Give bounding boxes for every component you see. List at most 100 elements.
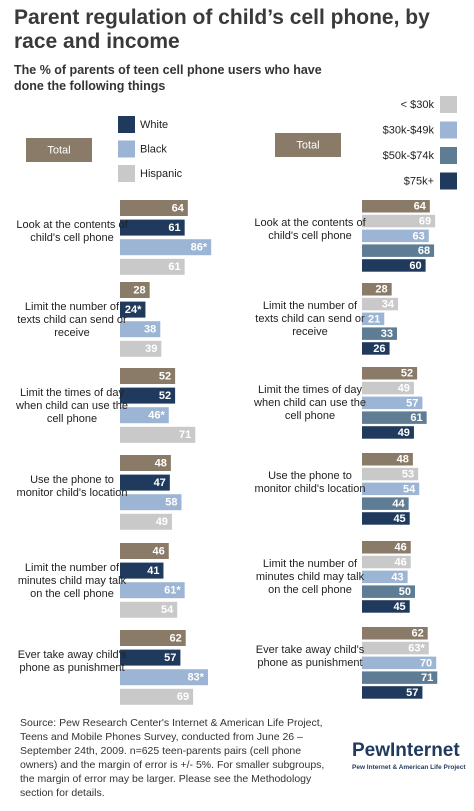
legend-swatch: [118, 165, 135, 182]
category-label: Use the phone to monitor child's locatio…: [254, 470, 366, 495]
category-label: Limit the number of minutes child may ta…: [17, 562, 127, 601]
bar: [120, 669, 208, 686]
data-label: 71: [179, 429, 191, 441]
bar: [362, 411, 427, 424]
bar: [362, 244, 435, 257]
bar: [120, 688, 194, 705]
subtitle: The % of parents of teen cell phone user…: [14, 63, 322, 93]
bar: [362, 214, 436, 228]
bar: [362, 600, 410, 613]
bar: [362, 200, 430, 213]
data-label: 28: [375, 284, 387, 296]
data-label: 54: [161, 604, 174, 616]
data-label: 68: [418, 245, 430, 257]
data-label: 54: [403, 483, 416, 495]
bar: [362, 367, 418, 380]
category-label: Limit the number of minutes child may ta…: [255, 558, 365, 596]
bar: [362, 686, 423, 699]
bar: [120, 219, 185, 236]
data-label: 47: [154, 477, 166, 489]
bar: [120, 543, 169, 559]
bar: [120, 601, 178, 618]
bar: [362, 497, 409, 510]
data-label: 71: [421, 672, 433, 684]
legend-swatch: [440, 172, 457, 190]
data-label: 48: [155, 457, 167, 469]
bar: [120, 513, 172, 530]
bar: [362, 671, 438, 684]
bar: [120, 321, 161, 338]
data-label: 38: [144, 324, 156, 336]
bar: [120, 368, 176, 384]
bar: [362, 396, 423, 410]
data-label: 41: [147, 565, 159, 577]
bar: [120, 282, 150, 298]
bar: [362, 312, 385, 326]
data-label: 61*: [164, 585, 181, 597]
data-label: 34: [382, 298, 395, 310]
data-label: 52: [159, 390, 171, 402]
legend-swatch: [26, 138, 92, 162]
bar: [362, 453, 413, 466]
legend-label: $30k-$49k: [383, 124, 435, 136]
data-label: 61: [410, 412, 422, 424]
data-label: 64: [172, 202, 185, 214]
legend-swatch: [118, 140, 135, 158]
legend-label: Black: [140, 143, 167, 155]
bar: [120, 455, 171, 471]
data-label: 46: [153, 545, 165, 557]
bar: [362, 641, 429, 655]
bar: [120, 649, 181, 666]
bar: [362, 570, 408, 584]
bar: [362, 327, 397, 340]
data-label: 43: [391, 571, 403, 583]
data-label: 49: [398, 427, 410, 439]
data-label: 63: [413, 230, 425, 242]
legend-swatch: [440, 147, 457, 164]
category-label: Look at the contents of child's cell pho…: [16, 219, 128, 245]
data-label: 48: [397, 454, 409, 466]
data-label: 49: [398, 382, 410, 394]
data-label: 46*: [148, 410, 165, 422]
data-label: 46: [395, 556, 407, 568]
data-label: 39: [145, 343, 157, 355]
bar: [362, 381, 414, 395]
data-label: 63*: [408, 642, 425, 654]
bar: [362, 229, 429, 243]
bar: [120, 582, 185, 599]
title: Parent regulation of child’s cell phone,…: [14, 6, 430, 53]
data-label: 45: [393, 513, 405, 525]
data-label: 61: [168, 261, 180, 273]
legend-swatch: [440, 96, 457, 113]
bar: [120, 407, 169, 424]
data-label: 70: [420, 657, 432, 669]
category-label: Limit the number of texts child can send…: [17, 301, 127, 340]
legend-label: White: [140, 119, 168, 131]
data-label: 83*: [187, 672, 204, 684]
category-label: Use the phone to monitor child's locatio…: [16, 474, 128, 500]
legend-label: Total: [47, 144, 70, 156]
data-label: 50: [399, 586, 411, 598]
legend-swatch: [118, 116, 135, 133]
bar: [120, 474, 170, 491]
source-note: Source: Pew Research Center's Internet &…: [20, 717, 325, 799]
logo: PewInternet: [352, 740, 460, 761]
bar: [362, 259, 426, 272]
logo-tagline: Pew Internet & American Life Project: [352, 764, 466, 771]
data-label: 69: [419, 215, 431, 227]
legend-swatch: [275, 133, 341, 157]
category-label: Limit the times of day when child can us…: [254, 384, 366, 422]
data-label: 58: [165, 497, 177, 509]
data-label: 45: [393, 601, 405, 613]
bar: [120, 494, 182, 511]
data-label: 60: [409, 260, 421, 272]
bar: [120, 200, 188, 216]
bar: [362, 297, 399, 311]
data-label: 69: [177, 691, 189, 703]
data-label: 62: [169, 632, 181, 644]
bar: [362, 283, 392, 296]
data-label: 28: [133, 284, 145, 296]
category-label: Ever take away child's phone as punishme…: [255, 644, 365, 669]
data-label: 57: [406, 687, 418, 699]
